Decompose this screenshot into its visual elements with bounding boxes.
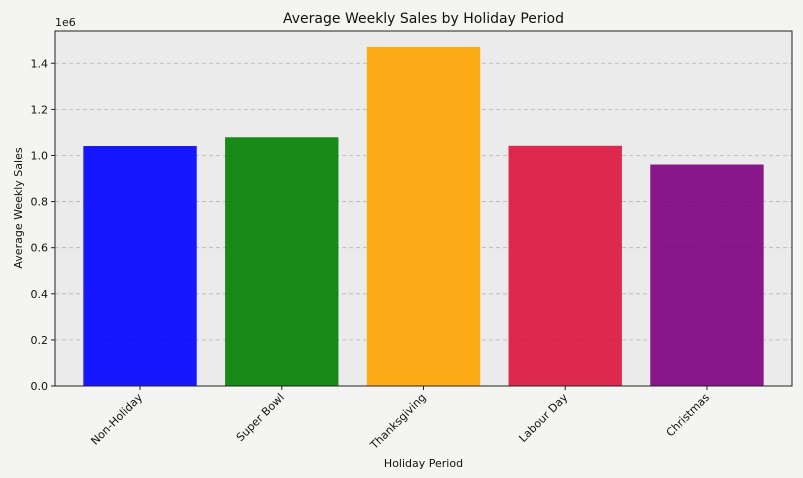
y-tick-label: 0.2 [31,334,49,347]
y-tick-label: 0.4 [31,288,49,301]
y-tick-label: 1.0 [31,149,49,162]
bar [83,146,197,386]
bar [650,164,764,386]
bar [508,145,622,386]
y-tick-label: 0.8 [31,196,49,209]
y-axis: 0.0 0.2 0.4 0.6 0.8 1.0 1.2 1.4 [31,57,55,393]
bar [225,137,339,386]
chart-title: Average Weekly Sales by Holiday Period [283,11,564,27]
x-axis-label: Holiday Period [384,457,463,470]
bars [83,46,764,386]
y-tick-label: 1.2 [31,103,49,116]
y-tick-label: 1.4 [31,57,49,70]
y-axis-label: Average Weekly Sales [12,147,25,268]
y-offset-label: 1e6 [55,16,76,29]
bar [366,46,481,386]
y-tick-label: 0.0 [31,380,49,393]
y-tick-label: 0.6 [31,242,49,255]
